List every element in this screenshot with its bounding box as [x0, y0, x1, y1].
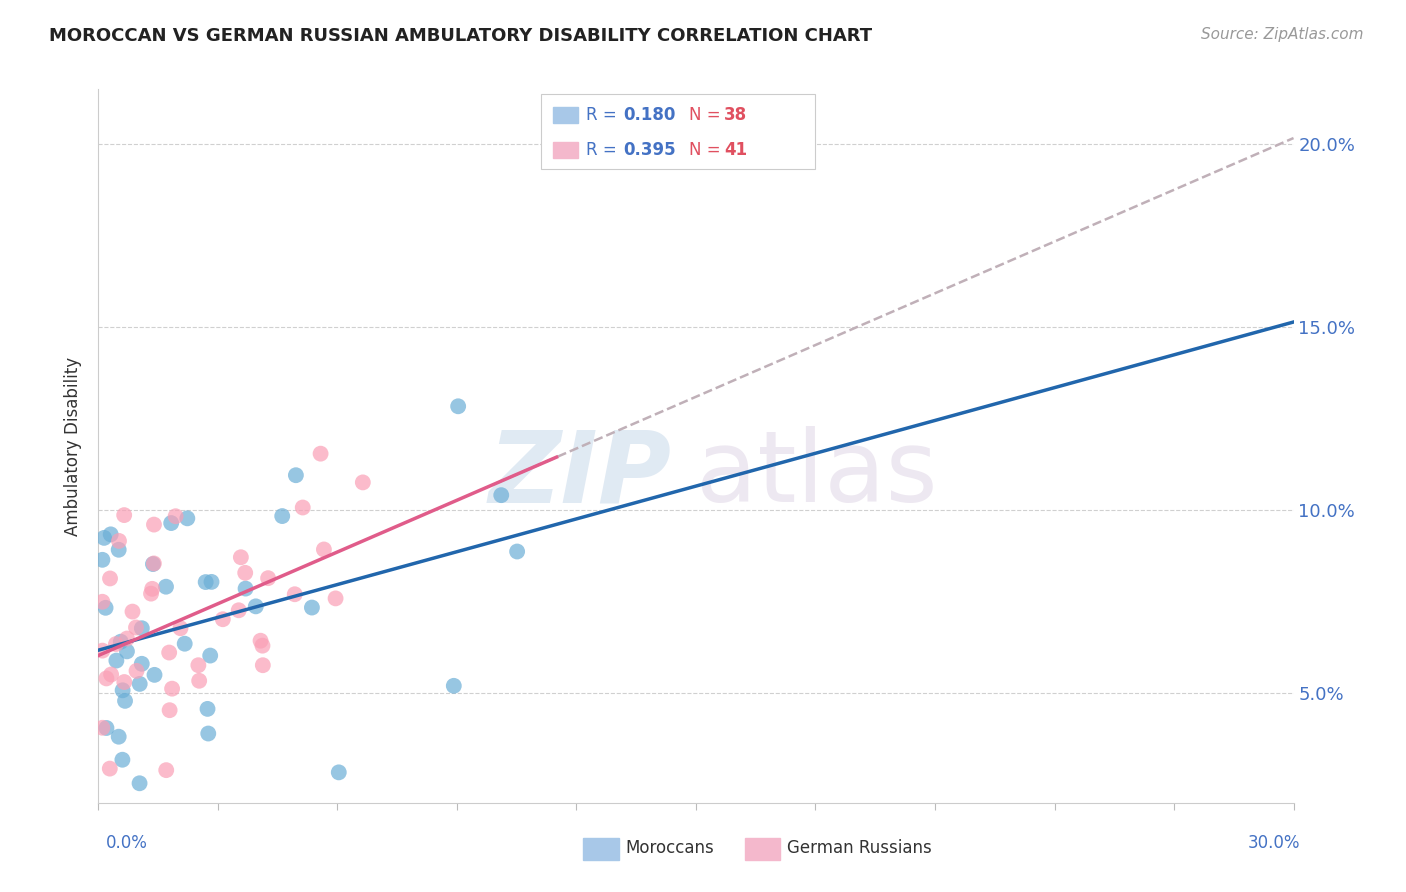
Y-axis label: Ambulatory Disability: Ambulatory Disability [65, 357, 83, 535]
Point [112, 508, 135, 522]
Point [115, 632, 138, 646]
Point [100, 527, 122, 541]
Point [197, 702, 219, 716]
Point [139, 587, 162, 601]
Point [194, 575, 217, 590]
Point [301, 600, 323, 615]
Point [291, 500, 314, 515]
Text: 38: 38 [724, 106, 747, 124]
Point [249, 633, 271, 648]
Point [96, 721, 118, 735]
Point [328, 765, 350, 780]
Point [447, 399, 470, 413]
Point [325, 591, 347, 606]
Point [443, 679, 465, 693]
Point [107, 542, 129, 557]
Text: Source: ZipAtlas.com: Source: ZipAtlas.com [1201, 27, 1364, 42]
Point [94, 600, 117, 615]
Point [245, 599, 267, 614]
Point [176, 511, 198, 525]
Point [104, 637, 127, 651]
Text: atlas: atlas [696, 426, 938, 523]
Text: 41: 41 [724, 141, 747, 159]
Point [257, 571, 280, 585]
Text: N =: N = [689, 106, 720, 124]
Point [131, 657, 153, 671]
Point [98, 762, 121, 776]
Point [111, 683, 134, 698]
Point [111, 753, 134, 767]
Point [128, 677, 150, 691]
Point [233, 566, 256, 580]
Point [98, 571, 121, 585]
Point [229, 550, 252, 565]
Point [352, 475, 374, 490]
Point [157, 646, 180, 660]
Point [105, 654, 128, 668]
Point [115, 644, 138, 658]
Point [110, 634, 132, 648]
Point [235, 582, 257, 596]
Point [155, 580, 177, 594]
Point [107, 730, 129, 744]
Point [142, 557, 165, 571]
Point [187, 658, 209, 673]
Point [491, 488, 513, 502]
Point [188, 673, 211, 688]
Text: ZIP: ZIP [489, 426, 672, 523]
Text: German Russians: German Russians [787, 839, 932, 857]
Point [142, 557, 165, 571]
Point [284, 468, 307, 483]
Point [252, 658, 274, 673]
Point [309, 447, 332, 461]
Point [506, 544, 529, 558]
Text: N =: N = [689, 141, 720, 159]
Point [128, 776, 150, 790]
Point [312, 542, 335, 557]
Point [143, 668, 166, 682]
Point [271, 509, 294, 524]
Point [159, 703, 181, 717]
Point [121, 605, 143, 619]
Point [160, 516, 183, 530]
Text: R =: R = [586, 141, 617, 159]
Point [114, 694, 136, 708]
Point [91, 721, 114, 735]
Point [284, 587, 307, 601]
Point [93, 531, 115, 545]
Point [125, 664, 148, 678]
Point [141, 582, 163, 596]
Point [91, 553, 114, 567]
Text: 0.180: 0.180 [623, 106, 675, 124]
Point [211, 612, 233, 626]
Point [96, 672, 118, 686]
Point [112, 675, 135, 690]
Point [125, 620, 148, 634]
Point [91, 643, 114, 657]
Point [197, 726, 219, 740]
Point [131, 621, 153, 635]
Point [143, 517, 166, 532]
Text: R =: R = [586, 106, 617, 124]
Text: MOROCCAN VS GERMAN RUSSIAN AMBULATORY DISABILITY CORRELATION CHART: MOROCCAN VS GERMAN RUSSIAN AMBULATORY DI… [49, 27, 872, 45]
Point [252, 639, 274, 653]
Point [173, 637, 195, 651]
Point [169, 621, 191, 635]
Point [165, 509, 187, 524]
Text: Moroccans: Moroccans [626, 839, 714, 857]
Point [160, 681, 183, 696]
Point [228, 603, 250, 617]
Point [100, 667, 122, 681]
Point [200, 648, 222, 663]
Point [200, 574, 222, 589]
Point [108, 533, 131, 548]
Text: 0.395: 0.395 [623, 141, 675, 159]
Point [155, 763, 177, 777]
Point [91, 595, 114, 609]
Text: 0.0%: 0.0% [105, 834, 148, 852]
Text: 30.0%: 30.0% [1249, 834, 1301, 852]
